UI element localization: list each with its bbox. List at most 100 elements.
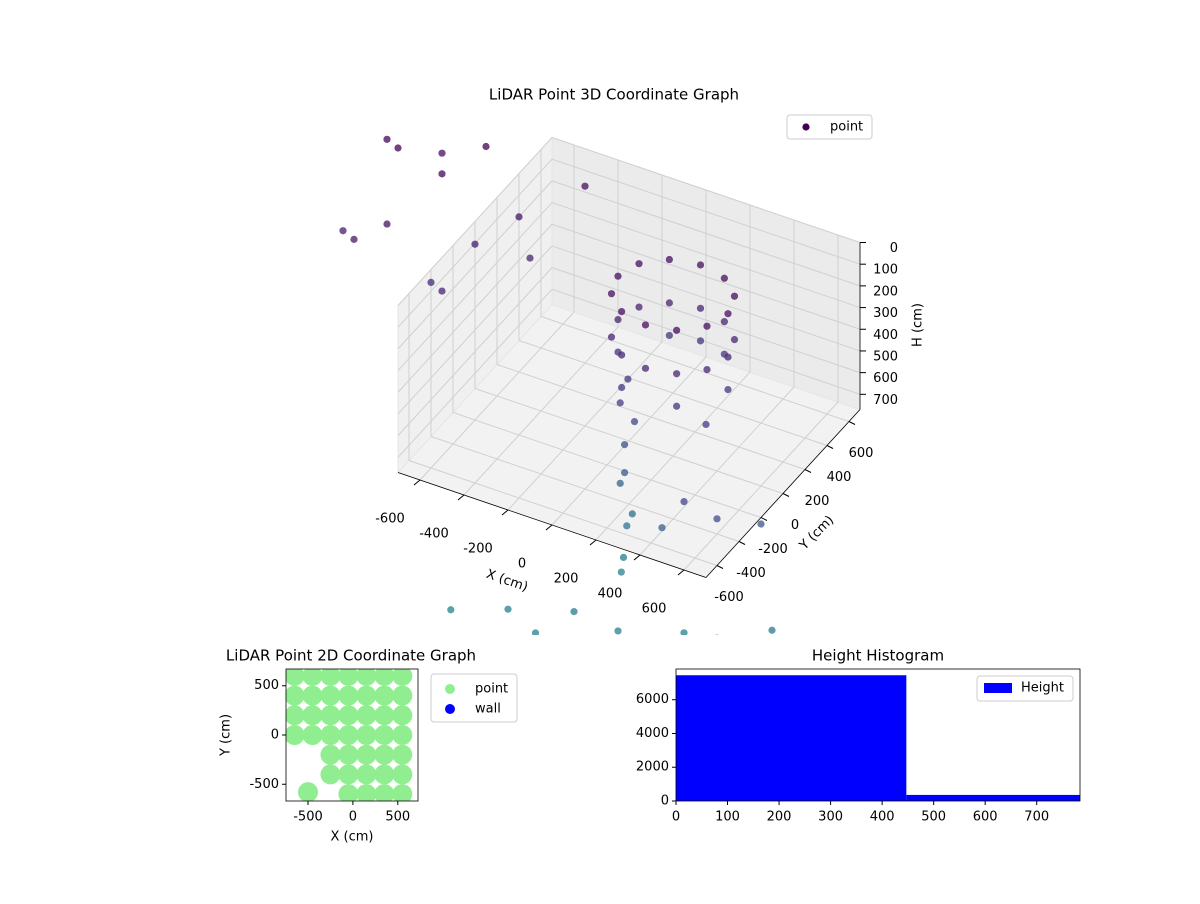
point-2d: [320, 685, 341, 706]
tick-mark: [501, 509, 509, 516]
legend-label: Height: [1021, 681, 1064, 696]
z-axis-label: H (cm): [911, 303, 926, 347]
legend-label: wall: [475, 702, 501, 717]
point-3d: [673, 326, 681, 334]
point-2d: [374, 784, 395, 801]
point-3d: [482, 142, 490, 151]
tick-mark: [782, 493, 790, 497]
point-3d: [757, 520, 765, 528]
point-2d: [374, 669, 395, 686]
chart-title: LiDAR Point 2D Coordinate Graph: [226, 647, 476, 665]
y-tick-label: 2000: [636, 760, 669, 775]
y-tick-label: 4000: [636, 726, 669, 741]
point-3d: [339, 227, 347, 235]
point-3d: [665, 255, 673, 264]
point-2d: [320, 744, 341, 765]
y-tick-label: 0: [661, 794, 669, 809]
legend-box: [786, 114, 873, 140]
point-3d: [526, 254, 534, 262]
tick-mark: [589, 539, 597, 546]
points-3d: [339, 135, 776, 635]
bar: [676, 675, 907, 801]
grid-line: [397, 180, 553, 350]
point-3d: [696, 337, 705, 345]
point-2d: [392, 744, 413, 765]
point-2d: [392, 764, 413, 785]
y-axis-line: [705, 409, 861, 578]
grid-line: [551, 158, 861, 265]
x-tick-label: 200: [767, 810, 792, 825]
grid-line: [452, 412, 762, 518]
point-2d: [320, 725, 341, 745]
tick-mark: [457, 494, 465, 501]
point-3d: [624, 375, 632, 383]
point-3d: [713, 515, 721, 523]
point-2d: [374, 685, 395, 706]
point-3d: [504, 605, 512, 613]
point-3d: [618, 383, 626, 392]
point-3d: [614, 272, 622, 280]
point-2d: [374, 744, 395, 765]
point-2d: [302, 685, 323, 706]
z-tick-label: 700: [873, 393, 898, 408]
x-tick-label: 200: [554, 572, 579, 587]
grid-line: [474, 388, 784, 494]
y-axis-label: Y (cm): [219, 714, 234, 757]
point-3d: [673, 370, 681, 378]
point-3d: [720, 350, 728, 358]
point-2d: [374, 705, 395, 726]
point-3d: [768, 626, 776, 634]
point-2d: [374, 764, 395, 785]
point-3d: [680, 629, 688, 635]
grid-line: [430, 436, 740, 542]
z-tick-label: 200: [873, 284, 898, 299]
x-tick-label: 0: [518, 557, 526, 572]
tick-mark: [633, 554, 641, 561]
point-2d: [392, 685, 413, 706]
point-3d: [350, 235, 358, 243]
point-2d: [374, 725, 395, 745]
point-3d: [581, 182, 589, 190]
x-axis-label: X (cm): [331, 830, 374, 845]
tick-mark: [760, 517, 768, 521]
x-tick-label: 0: [349, 810, 357, 825]
x-tick-label: 400: [598, 587, 623, 602]
y-tick-label: -200: [758, 542, 788, 557]
point-2d: [338, 705, 359, 726]
x-tick-label: -200: [463, 542, 493, 557]
y-tick-label: 6000: [636, 692, 669, 707]
point-3d: [471, 240, 479, 248]
x-tick-label: 500: [385, 810, 410, 825]
point-2d: [302, 725, 323, 745]
point-3d: [621, 469, 629, 477]
x-tick-label: 600: [642, 602, 667, 617]
grid-line: [397, 202, 553, 371]
point-2d: [338, 744, 359, 765]
point-2d: [286, 685, 305, 706]
point-3d: [531, 629, 540, 635]
point-2d: [356, 705, 377, 726]
point-3d: [696, 261, 705, 269]
x-tick-label: -400: [419, 527, 449, 542]
point-3d: [614, 348, 622, 356]
point-3d: [383, 135, 391, 143]
point-3d: [673, 402, 681, 410]
point-3d: [635, 260, 643, 268]
point-3d: [607, 333, 616, 341]
y-tick-label: 0: [791, 518, 799, 533]
point-3d: [616, 479, 624, 487]
point-3d: [394, 144, 402, 152]
tick-mark: [413, 479, 421, 486]
y-tick-label: 200: [805, 494, 830, 509]
point-2d: [392, 669, 413, 686]
point-2d: [356, 764, 377, 785]
axes-frame: [675, 668, 1081, 802]
point-2d: [338, 725, 359, 745]
point-3d: [635, 303, 643, 311]
point-3d: [515, 213, 523, 221]
point-3d: [614, 627, 622, 635]
point-3d: [619, 553, 628, 562]
grid-line: [551, 223, 861, 330]
